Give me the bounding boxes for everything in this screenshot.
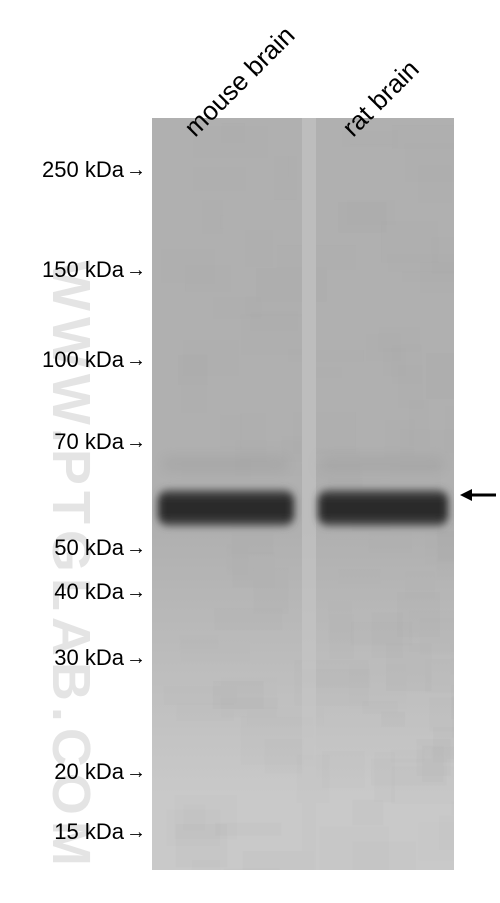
mw-marker-text: 20 kDa (54, 759, 124, 785)
mw-marker-text: 250 kDa (42, 157, 124, 183)
mw-marker-text: 30 kDa (54, 645, 124, 671)
blot-svg (152, 118, 454, 870)
mw-marker-text: 40 kDa (54, 579, 124, 605)
mw-marker-label: 15 kDa→ (54, 819, 146, 845)
mw-marker-label: 150 kDa→ (42, 257, 146, 283)
western-blot-figure: WWW.PTGLAB.COM mouse brainrat brain 250 … (0, 0, 500, 903)
mw-marker-label: 50 kDa→ (54, 535, 146, 561)
arrow-right-icon: → (126, 260, 146, 280)
arrow-right-icon: → (126, 762, 146, 782)
mw-marker-label: 30 kDa→ (54, 645, 146, 671)
arrow-right-icon: → (126, 582, 146, 602)
arrow-right-icon: → (126, 350, 146, 370)
mw-marker-label: 100 kDa→ (42, 347, 146, 373)
arrow-right-icon: → (126, 822, 146, 842)
mw-marker-text: 15 kDa (54, 819, 124, 845)
arrow-right-icon: → (126, 432, 146, 452)
arrow-right-icon: → (126, 538, 146, 558)
mw-marker-text: 150 kDa (42, 257, 124, 283)
mw-marker-label: 20 kDa→ (54, 759, 146, 785)
mw-marker-label: 250 kDa→ (42, 157, 146, 183)
blot-membrane (152, 118, 454, 870)
arrow-right-icon: → (126, 648, 146, 668)
mw-marker-text: 100 kDa (42, 347, 124, 373)
mw-marker-text: 70 kDa (54, 429, 124, 455)
arrow-right-icon: → (126, 160, 146, 180)
target-band-indicator-arrow (460, 485, 496, 505)
mw-marker-label: 40 kDa→ (54, 579, 146, 605)
mw-marker-label: 70 kDa→ (54, 429, 146, 455)
mw-marker-text: 50 kDa (54, 535, 124, 561)
